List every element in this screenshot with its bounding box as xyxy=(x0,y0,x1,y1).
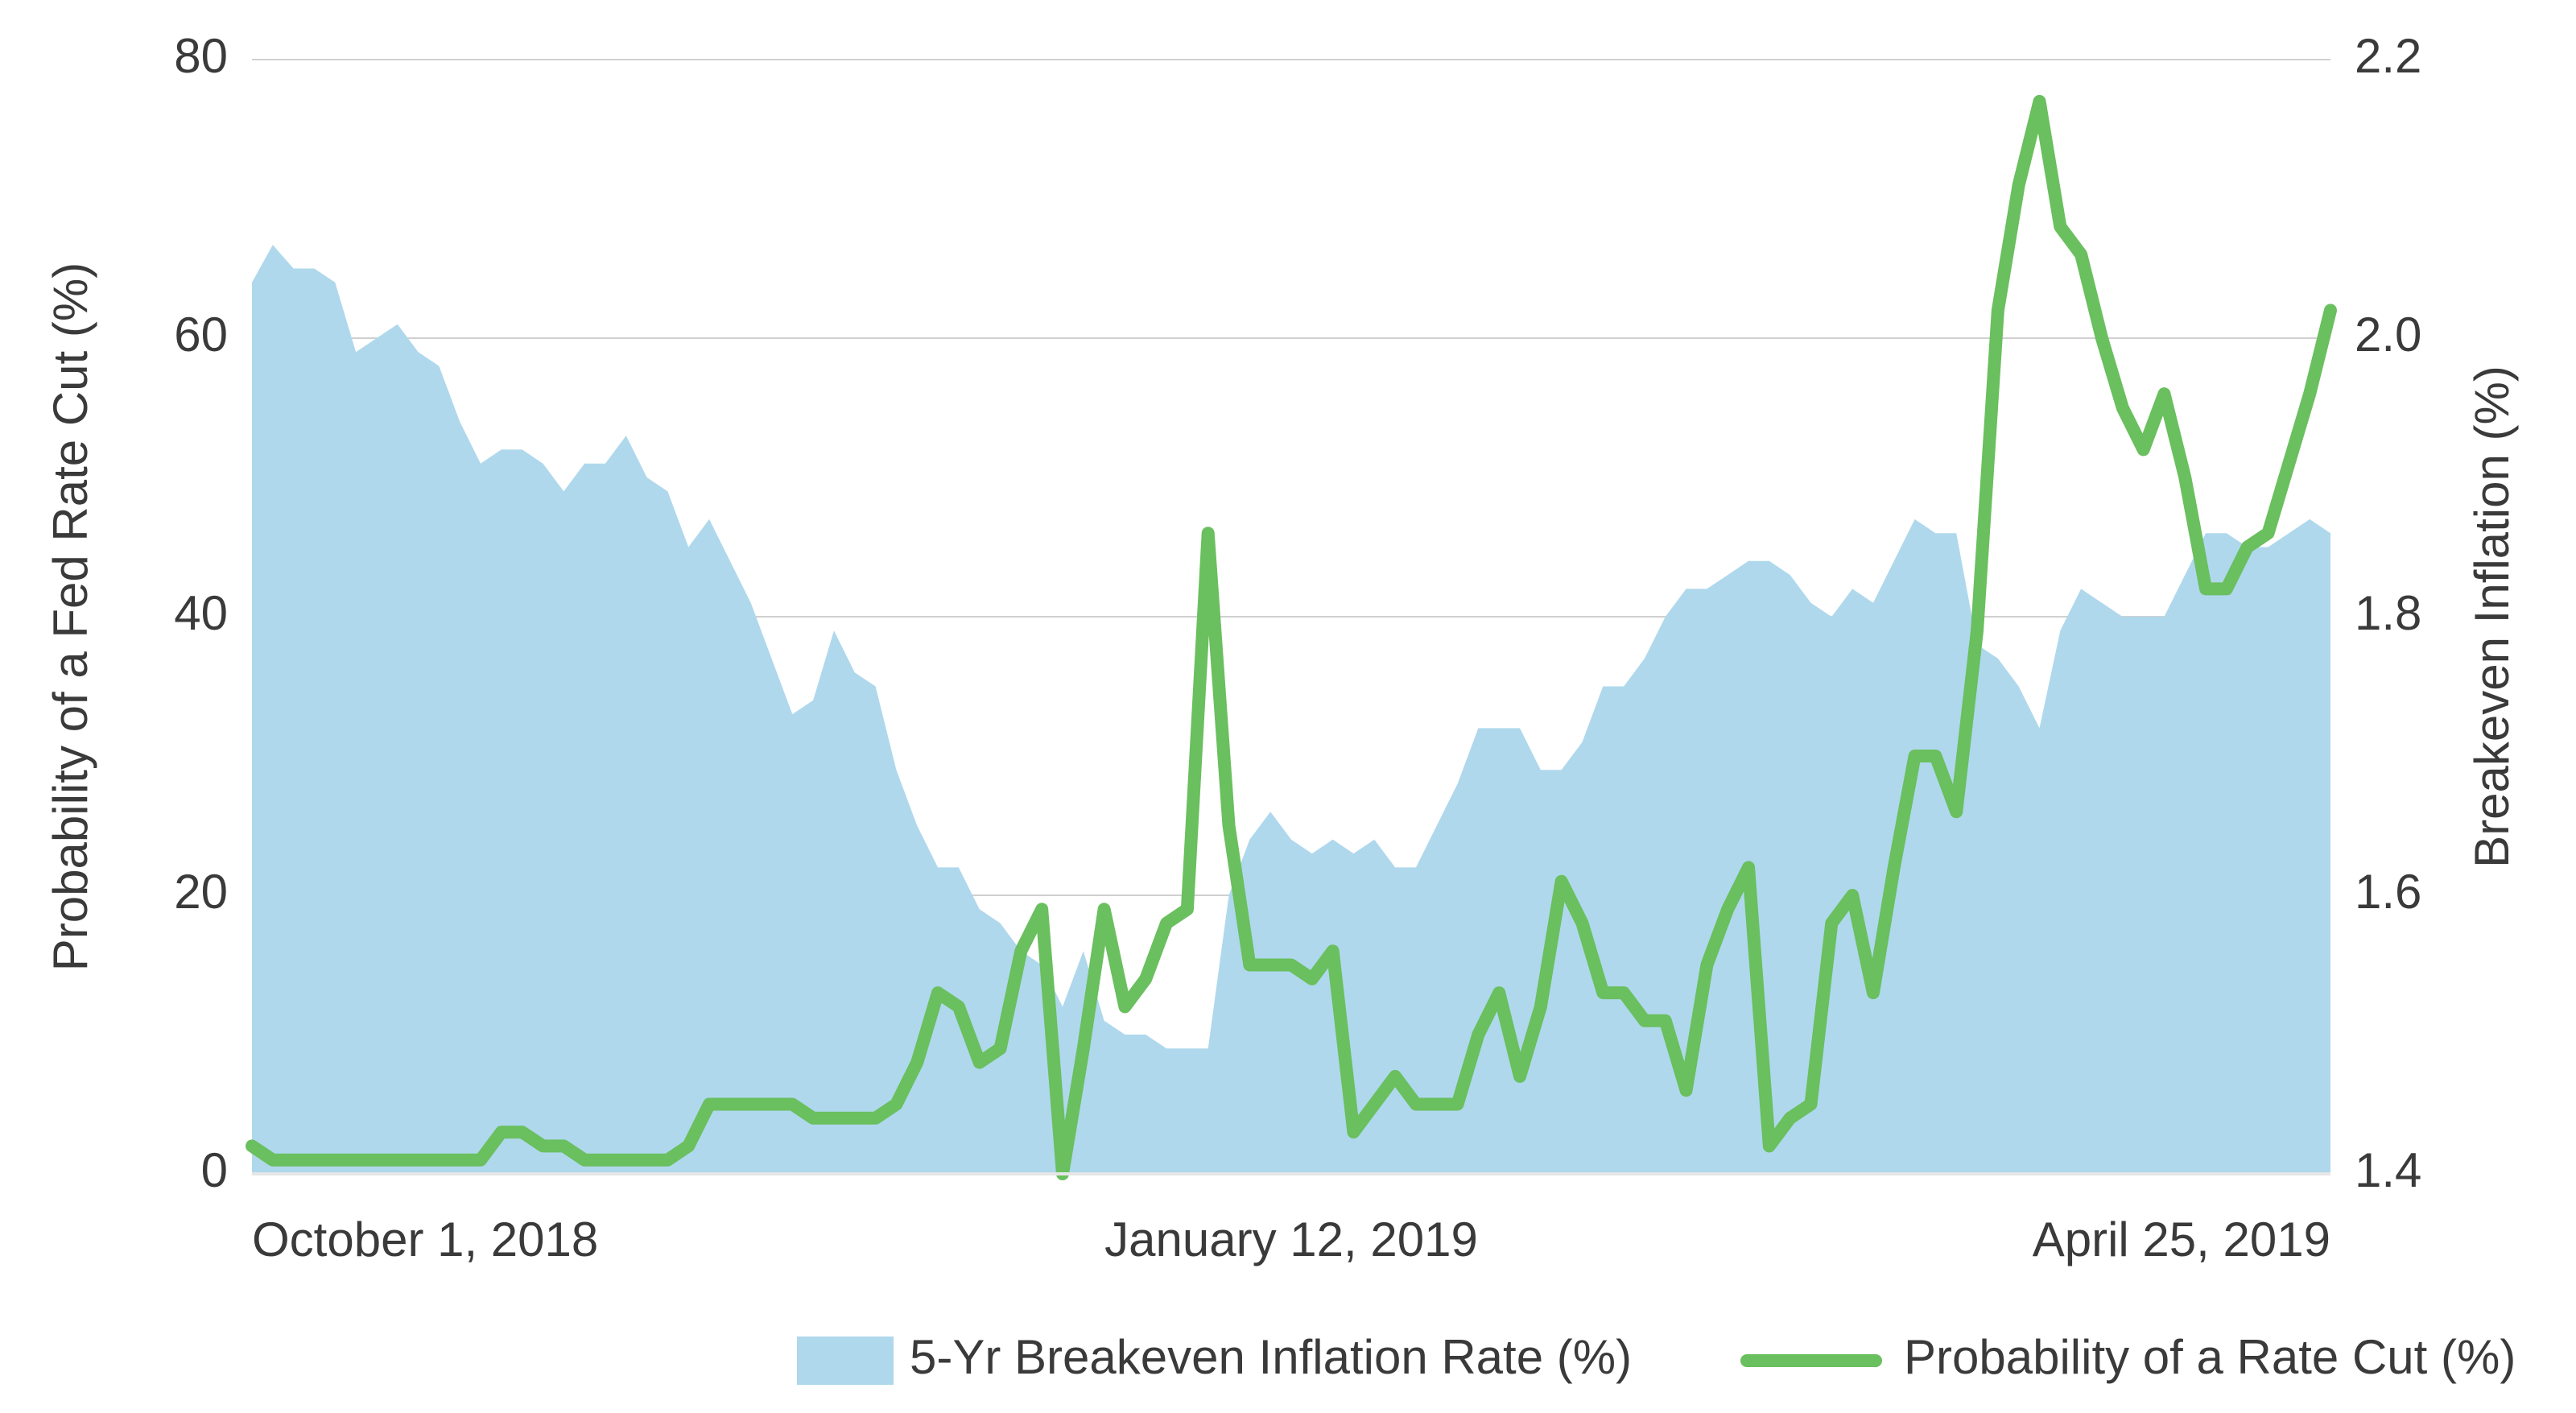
x-tick-label: January 12, 2019 xyxy=(1104,1213,1478,1266)
y-tick-label: 60 xyxy=(174,308,228,362)
y2-tick-label: 1.6 xyxy=(2355,865,2421,919)
area xyxy=(252,245,2330,1175)
y2-axis-title: Breakeven Inflation (%) xyxy=(2465,366,2519,868)
x-tick-label: October 1, 2018 xyxy=(252,1213,598,1266)
x-tick-label: April 25, 2019 xyxy=(2033,1213,2330,1266)
y2-tick-label: 2.2 xyxy=(2355,29,2421,83)
legend-label: Probability of a Rate Cut (%) xyxy=(1904,1330,2516,1384)
y-axis-title: Probability of a Fed Rate Cut (%) xyxy=(43,262,97,971)
y-tick-label: 20 xyxy=(174,865,228,919)
y-tick-label: 0 xyxy=(201,1143,228,1197)
y-tick-label: 40 xyxy=(174,586,228,640)
y2-tick-label: 1.8 xyxy=(2355,586,2421,640)
y2-tick-label: 2.0 xyxy=(2355,308,2421,362)
y-tick-label: 80 xyxy=(174,29,228,83)
y2-tick-label: 1.4 xyxy=(2355,1143,2421,1197)
legend-label: 5-Yr Breakeven Inflation Rate (%) xyxy=(910,1330,1632,1384)
legend-swatch xyxy=(797,1337,894,1385)
line xyxy=(246,94,2337,1180)
